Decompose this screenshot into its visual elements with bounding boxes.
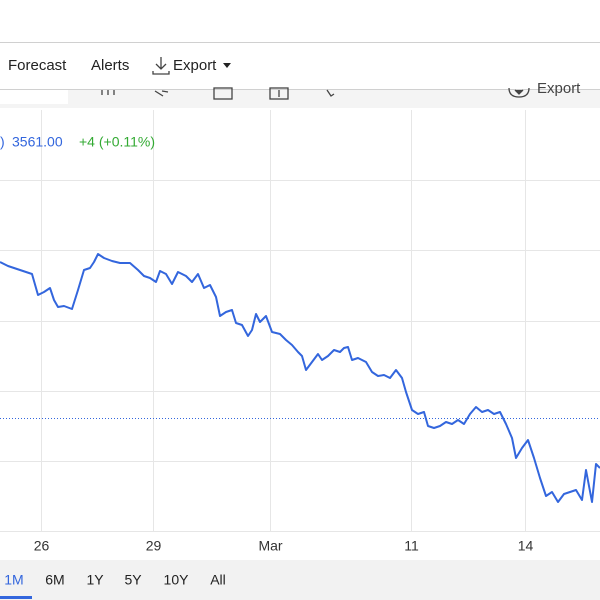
- range-button[interactable]: 1M: [4, 572, 23, 588]
- caret: [223, 63, 231, 68]
- nav-forecast[interactable]: Forecast: [8, 57, 67, 74]
- nav-alerts[interactable]: Alerts: [91, 57, 129, 74]
- toolbar-export[interactable]: Export: [537, 80, 581, 97]
- range-button[interactable]: All: [210, 572, 226, 588]
- plot: [0, 253, 600, 503]
- x-tick-label: Mar: [258, 538, 282, 554]
- legend-price: 3561.00: [12, 134, 63, 150]
- download-icon: [152, 57, 170, 75]
- range-button[interactable]: 5Y: [124, 572, 142, 588]
- range-underline: [0, 596, 32, 599]
- range-button[interactable]: 10Y: [164, 572, 190, 588]
- top-bar: [0, 0, 600, 42]
- x-tick-label: 29: [146, 538, 162, 554]
- range-buttons: 1M 6M 1Y 5Y 10Y All: [0, 572, 226, 599]
- plot-area: [0, 108, 600, 560]
- legend-change: +4 (+0.11%): [79, 134, 155, 150]
- toolbar-icons: [101, 87, 530, 100]
- legend-prefix: ): [0, 134, 5, 150]
- x-tick-label: 26: [34, 538, 50, 554]
- range-button[interactable]: 1Y: [86, 572, 104, 588]
- grid: 26 29 Mar 11 14: [0, 110, 600, 554]
- range-bar: [0, 560, 600, 600]
- x-tick-label: 11: [404, 538, 419, 554]
- x-tick-label: 14: [518, 538, 534, 554]
- range-button[interactable]: 6M: [45, 572, 64, 588]
- nav-export[interactable]: Export: [173, 57, 217, 74]
- toolbar-input[interactable]: [0, 90, 68, 104]
- price-line: [0, 253, 600, 503]
- toolbar: [0, 90, 600, 108]
